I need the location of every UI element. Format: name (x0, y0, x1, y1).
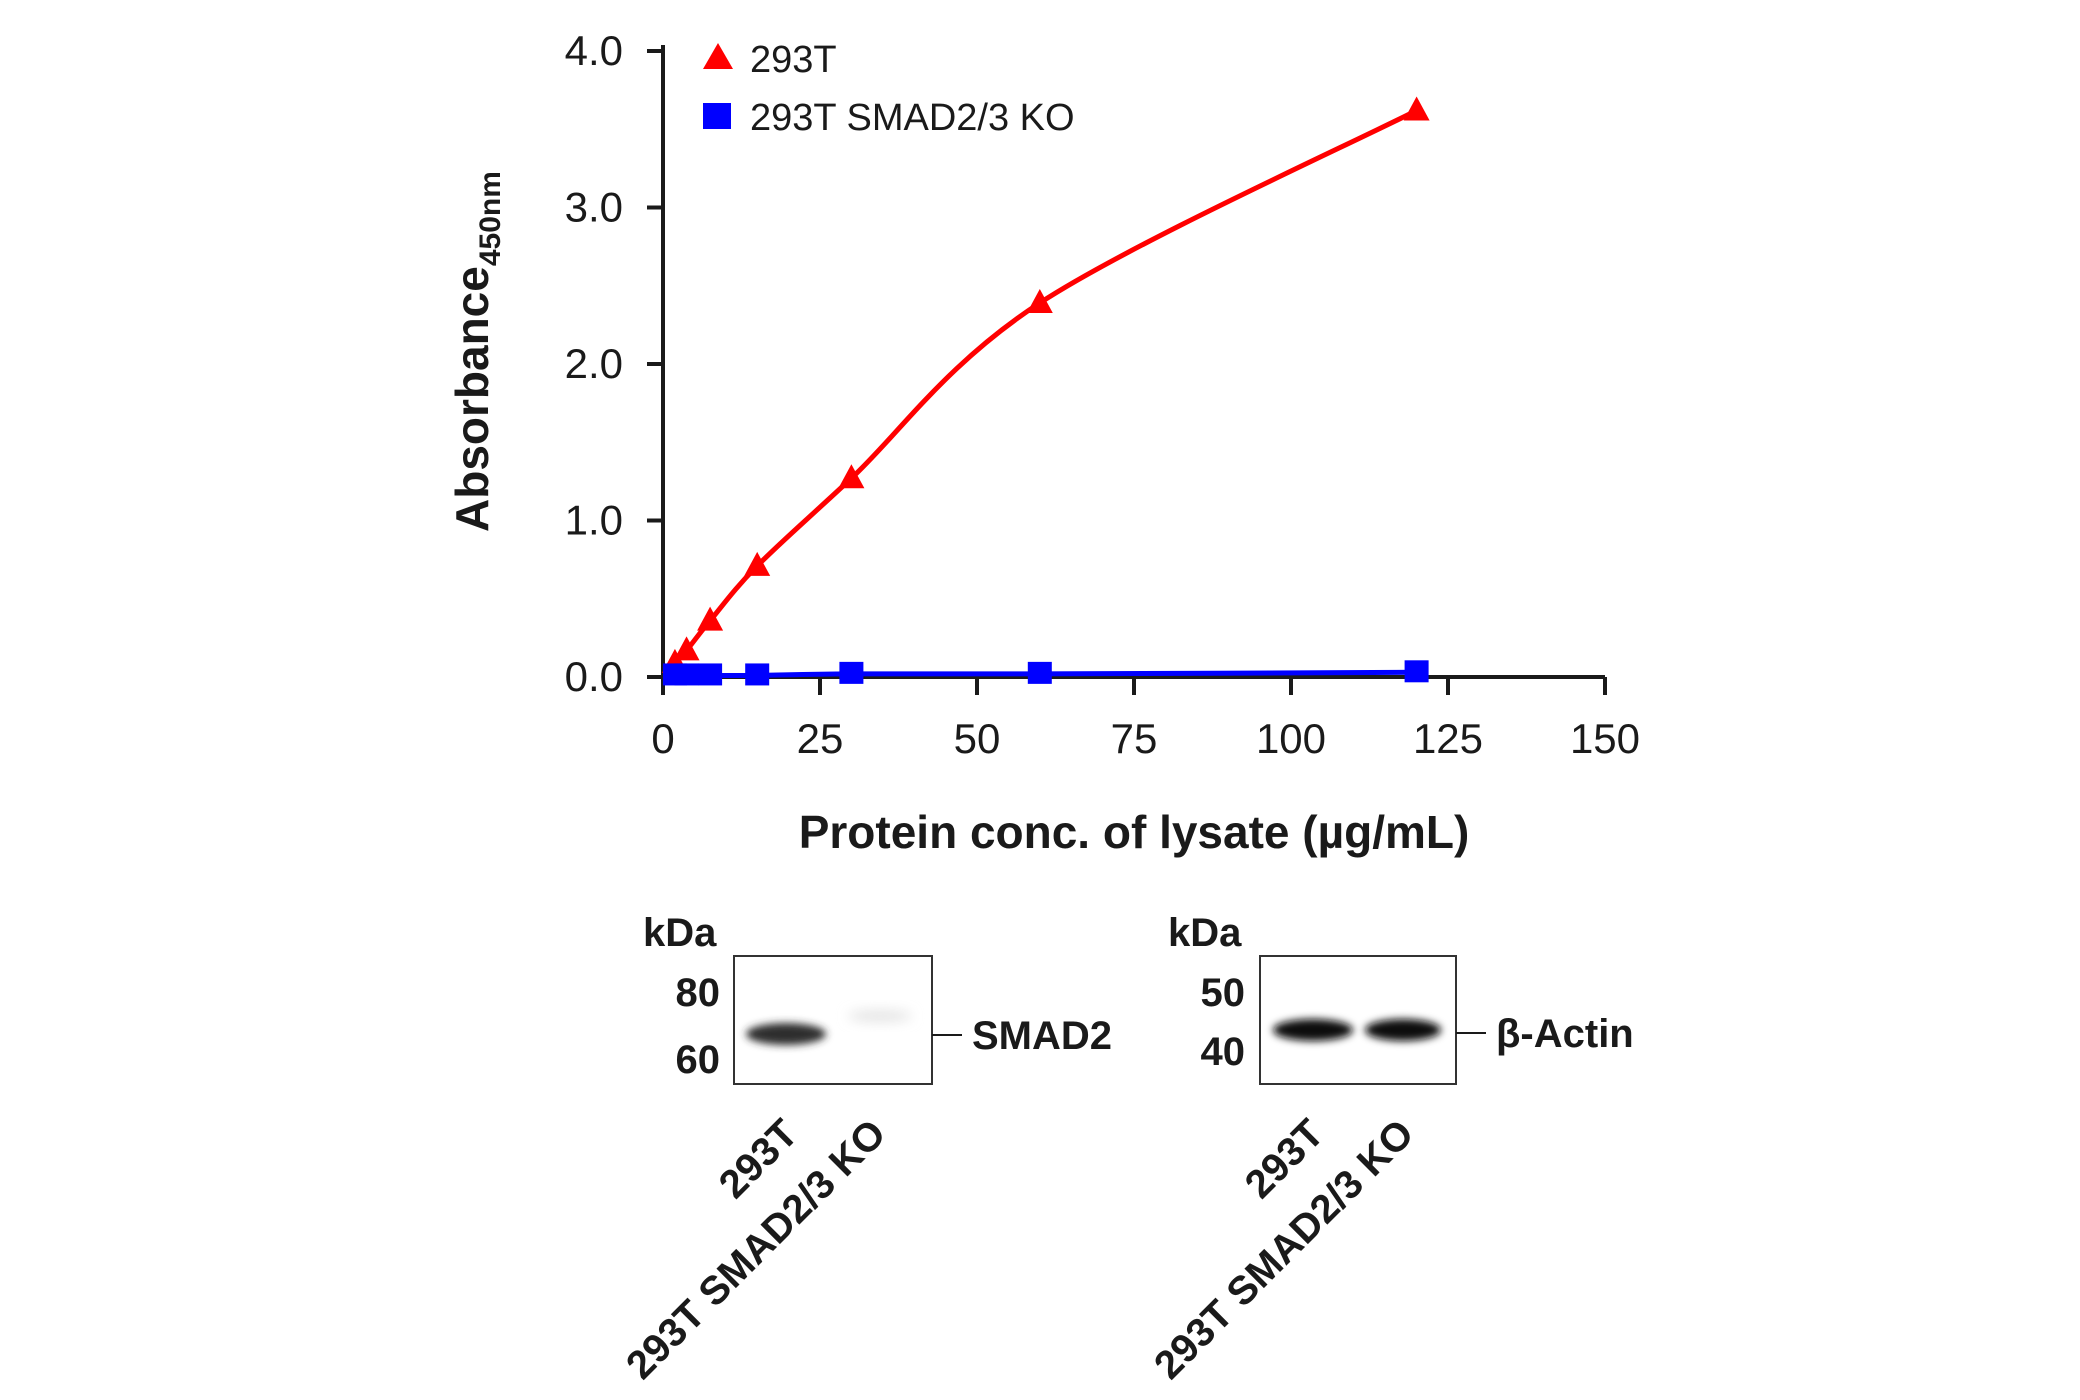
data-point-293t-smad23-ko (1027, 661, 1052, 684)
data-point-293t (1403, 96, 1430, 121)
blot2-membrane (1259, 955, 1457, 1085)
y-tick-label: 0.0 (565, 653, 623, 700)
data-point-293t-smad23-ko (1404, 660, 1429, 683)
data-point-293t (744, 551, 771, 576)
y-axis-title-main: Absorbance (446, 266, 498, 532)
y-tick-label: 4.0 (565, 27, 623, 74)
x-tick-label: 0 (651, 715, 674, 762)
western-blot-beta-actin: kDa 50 40 β-Actin 293T 293T SMAD2/3 KO (1146, 911, 1634, 1388)
blot2-band-ko (1365, 1019, 1441, 1041)
y-tick-label: 2.0 (565, 340, 623, 387)
blot2-marker-40: 40 (1201, 1030, 1246, 1074)
blot2-kda-label: kDa (1168, 911, 1242, 955)
blot1-band-ko-faint (848, 1010, 912, 1022)
blot1-target-label: SMAD2 (972, 1014, 1112, 1058)
blot1-band-293t (746, 1023, 826, 1045)
data-point-293t-smad23-ko (698, 663, 723, 686)
x-tick-label: 100 (1256, 715, 1326, 762)
legend: 293T 293T SMAD2/3 KO (703, 39, 1075, 139)
data-point-293t-smad23-ko (745, 663, 770, 686)
x-axis-title: Protein conc. of lysate (µg/mL) (799, 806, 1470, 858)
y-axis-title: Absorbance450nm (446, 171, 507, 532)
x-axis-ticks: 0 25 50 75 100 125 150 (651, 677, 1640, 762)
blot1-marker-80: 80 (676, 971, 721, 1015)
y-tick-label: 1.0 (565, 497, 623, 544)
series-line-293t (673, 108, 1418, 665)
blot2-band-293t (1273, 1019, 1353, 1041)
blot1-marker-60: 60 (676, 1038, 721, 1082)
x-tick-label: 50 (954, 715, 1001, 762)
data-point-293t (697, 606, 724, 631)
legend-marker-square (703, 103, 731, 129)
blot1-kda-label: kDa (643, 911, 717, 955)
series-layer (661, 96, 1430, 686)
x-tick-label: 125 (1413, 715, 1483, 762)
x-tick-label: 150 (1570, 715, 1640, 762)
y-tick-label: 3.0 (565, 184, 623, 231)
elisa-chart: 0.0 1.0 2.0 3.0 4.0 0 25 50 75 100 125 150 Absorba… (446, 27, 1640, 858)
y-axis-ticks: 0.0 1.0 2.0 3.0 4.0 (565, 27, 663, 700)
data-point-293t-smad23-ko (839, 661, 864, 684)
data-point-293t (838, 464, 865, 489)
x-tick-label: 75 (1111, 715, 1158, 762)
blot2-marker-50: 50 (1201, 971, 1246, 1015)
data-point-293t (1026, 288, 1053, 313)
data-point-293t (673, 636, 700, 661)
legend-label-293t-smad23-ko: 293T SMAD2/3 KO (750, 97, 1075, 139)
legend-label-293t: 293T (750, 39, 837, 81)
y-axis-title-subscript: 450nm (474, 171, 507, 266)
x-tick-label: 25 (797, 715, 844, 762)
western-blot-smad2: kDa 80 60 SMAD2 293T 293T SMAD2/3 KO (618, 911, 1112, 1388)
data-point-293t-smad23-ko (674, 663, 699, 686)
blot2-target-label: β-Actin (1496, 1012, 1634, 1056)
legend-marker-triangle (703, 43, 733, 69)
